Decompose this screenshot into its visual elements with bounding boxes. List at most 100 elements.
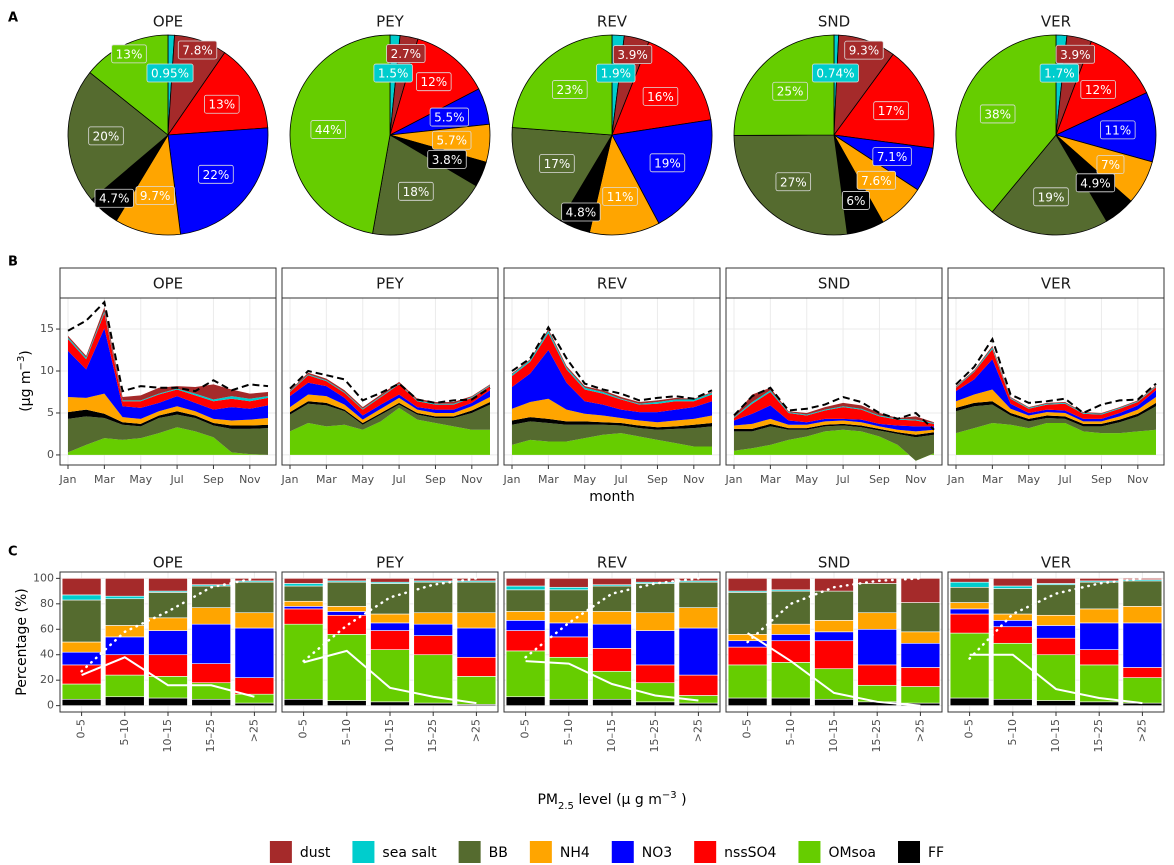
bar-segment xyxy=(814,590,854,621)
legend-swatch xyxy=(611,841,634,863)
bar-segment xyxy=(370,630,410,650)
bar-segment xyxy=(1122,677,1163,704)
bar-segment xyxy=(505,611,546,621)
area xyxy=(68,307,268,401)
bar-segment xyxy=(148,676,188,699)
panel-label: C xyxy=(8,545,18,560)
bar-segment xyxy=(900,667,941,687)
cumulative-line xyxy=(80,577,256,673)
bar-segment xyxy=(327,611,367,616)
legend-swatch xyxy=(269,841,292,863)
x-tick-label: May xyxy=(129,473,152,486)
facet-title: SND xyxy=(818,275,850,293)
legend-label: dust xyxy=(300,845,331,861)
bar-segment xyxy=(370,578,410,583)
bar-segment xyxy=(592,670,632,700)
label-box xyxy=(561,202,601,222)
x-tick-label: Nov xyxy=(461,473,483,486)
facet-title: OPE xyxy=(153,13,183,31)
bar-segment xyxy=(283,583,324,587)
x-tick-label: Jul xyxy=(613,473,627,486)
label-box xyxy=(1075,173,1116,193)
legend-label: FF xyxy=(928,845,944,861)
x-tick-label: 0–5 xyxy=(963,719,976,739)
label-box xyxy=(612,45,653,64)
x-tick-label: 10–15 xyxy=(827,719,840,753)
slice-label: 5.7% xyxy=(437,134,468,148)
bar-segment xyxy=(549,586,589,591)
slice-label: 4.8% xyxy=(566,205,597,219)
label-part: −3 xyxy=(16,356,27,371)
plot-border xyxy=(947,297,1165,466)
slice-label: 7.8% xyxy=(182,43,213,57)
x-tick-label: Jan xyxy=(281,473,299,486)
y-tick-label: 0 xyxy=(47,699,54,712)
axis-label: (μg m−3) xyxy=(16,350,35,412)
x-tick-label: Nov xyxy=(905,473,927,486)
slice-label: 12% xyxy=(420,75,447,89)
share-line xyxy=(969,653,1143,705)
bar-segment xyxy=(727,634,768,642)
slice-label: 7% xyxy=(1101,158,1120,172)
y-tick-label: 15 xyxy=(40,322,54,335)
facet-title: VER xyxy=(1041,275,1071,293)
bar-segment xyxy=(1122,580,1163,607)
bar-segment xyxy=(61,594,102,601)
bar-segment xyxy=(413,612,453,625)
bar-segment xyxy=(148,654,188,677)
bar-segment xyxy=(1079,701,1119,706)
bar-segment xyxy=(191,585,231,608)
label-part: level (μ g m xyxy=(574,792,662,808)
bar-segment xyxy=(61,683,102,700)
area xyxy=(68,328,268,421)
bar-segment xyxy=(993,620,1033,628)
y-tick-label: 20 xyxy=(40,673,54,686)
bar-segment xyxy=(949,632,990,699)
label-box xyxy=(602,187,638,206)
slice-label: 44% xyxy=(315,123,342,137)
label-box xyxy=(1100,120,1136,140)
label-box xyxy=(398,181,434,201)
facet-title: SND xyxy=(818,554,850,572)
label-part: ) xyxy=(677,792,687,808)
bar-segment xyxy=(413,702,453,706)
area xyxy=(512,398,712,428)
area xyxy=(68,427,268,455)
slice-label: 4.7% xyxy=(99,192,130,206)
bar-segment xyxy=(993,578,1033,587)
slice-label: 11% xyxy=(607,190,634,204)
slice-label: 17% xyxy=(544,157,571,171)
label-box xyxy=(416,72,452,92)
bar-segment xyxy=(900,602,941,633)
x-tick-label: 10–15 xyxy=(1049,719,1062,753)
label-box xyxy=(88,126,124,146)
area xyxy=(512,433,712,455)
facet-title: PEY xyxy=(376,13,405,31)
bar-segment xyxy=(370,583,410,615)
total-line xyxy=(733,386,935,431)
label-box xyxy=(772,81,808,101)
slice-label: 2.7% xyxy=(391,47,422,61)
bar-segment xyxy=(370,613,410,624)
bar-segment xyxy=(191,663,231,684)
label-box xyxy=(204,94,240,114)
bar-segment xyxy=(1079,664,1119,703)
bar-segment xyxy=(771,623,811,635)
bar-segment xyxy=(105,595,145,600)
bar-segment xyxy=(949,613,990,634)
bar-segment xyxy=(105,598,145,626)
slice-label: 16% xyxy=(647,90,674,104)
label-box xyxy=(856,170,896,190)
bar-segment xyxy=(327,634,367,701)
bar-segment xyxy=(678,702,719,706)
legend-swatch xyxy=(694,841,717,863)
pie-slice xyxy=(833,53,935,149)
bar-segment xyxy=(61,599,102,643)
share-line xyxy=(747,632,921,707)
bar-segment xyxy=(949,697,990,706)
y-tick-label: 0 xyxy=(47,448,54,461)
bar-segment xyxy=(857,583,897,614)
bar-segment xyxy=(283,600,324,607)
slice-label: 0.95% xyxy=(151,67,189,81)
bar-segment xyxy=(771,578,811,591)
